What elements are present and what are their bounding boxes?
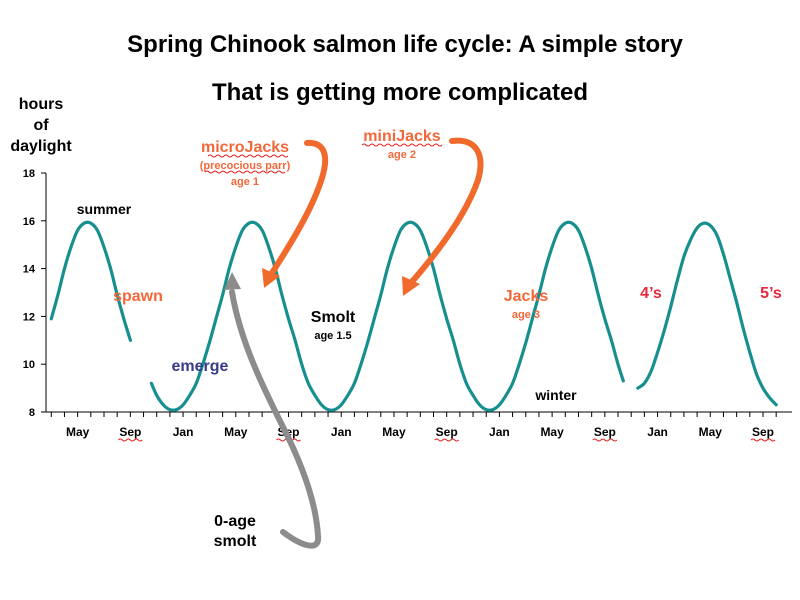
annotation-winter: winter (534, 387, 577, 403)
y-tick-label-1: 10 (23, 359, 35, 371)
y-axis-label-line-1: hours (19, 96, 64, 113)
x-tick-label-9: May (540, 425, 564, 439)
underline-minijacks (361, 143, 443, 147)
series-layer (49, 220, 778, 412)
annotation-fives: 5’s (760, 285, 782, 302)
y-tick-label-5: 18 (23, 168, 35, 180)
arrow-zero-age-head (224, 272, 241, 290)
x-tick-label-0: May (66, 425, 90, 439)
arrow-microjacks-shaft (267, 139, 329, 279)
arrow-layer (224, 137, 484, 549)
x-tick-label-5: Jan (331, 425, 352, 439)
series-0-segment-2 (636, 221, 778, 407)
x-tick-underline-10 (592, 438, 618, 442)
annotation-smolt: Smolt (311, 309, 356, 326)
annotation-precocious-parr: (precocious parr) (200, 160, 291, 172)
axes: 8 10 12 14 16 18 May Sep Jan May Sep Jan May Sep Jan Ma… (23, 168, 792, 442)
spell-underlines (204, 143, 443, 174)
annotation-zero-age-smolt: smolt (214, 533, 257, 550)
y-tick-label-3: 14 (23, 264, 36, 276)
chart-subtitle: That is getting more complicated (212, 79, 588, 106)
annotation-jacks: Jacks (504, 288, 549, 305)
annotation-minijacks: miniJacks (363, 128, 440, 145)
underline-precocious (204, 170, 286, 174)
y-axis-label-line-3: daylight (10, 138, 72, 155)
chart-title: Spring Chinook salmon life cycle: A simp… (127, 31, 683, 58)
arrow-minijacks-head (402, 276, 420, 296)
annotation-layer: summer spawn emerge microJacks (precocio… (77, 128, 782, 550)
x-tick-underline-1 (117, 438, 143, 442)
x-tick-label-1: Sep (119, 425, 141, 439)
y-tick-label-2: 12 (23, 311, 35, 323)
arrow-zero-age-shaft (229, 289, 322, 549)
annotation-summer: summer (77, 201, 132, 217)
annotation-age-1-5: age 1.5 (314, 330, 351, 342)
annotation-age-1: age 1 (231, 176, 259, 188)
y-tick-label-4: 16 (23, 216, 35, 228)
x-tick-label-3: May (224, 425, 248, 439)
x-tick-label-6: May (382, 425, 406, 439)
annotation-microjacks: microJacks (201, 139, 289, 156)
x-tick-label-11: Jan (647, 425, 668, 439)
y-tick-label-0: 8 (29, 407, 35, 419)
x-tick-underline-13 (750, 438, 776, 442)
x-tick-label-10: Sep (594, 425, 616, 439)
annotation-zero-age: 0-age (214, 513, 256, 530)
annotation-spawn: spawn (113, 288, 163, 305)
arrow-minijacks-shaft (407, 137, 484, 287)
x-tick-label-2: Jan (173, 425, 194, 439)
underline-microjacks (207, 154, 289, 158)
series-0-segment-1 (149, 220, 625, 412)
arrow-microjacks-head (262, 268, 280, 288)
x-tick-label-12: May (699, 425, 723, 439)
annotation-emerge: emerge (172, 358, 229, 375)
annotation-fours: 4’s (640, 285, 662, 302)
annotation-age-2: age 2 (388, 149, 416, 161)
x-tick-label-8: Jan (489, 425, 510, 439)
x-tick-label-7: Sep (436, 425, 458, 439)
x-tick-label-13: Sep (752, 425, 774, 439)
annotation-age-3: age 3 (512, 309, 540, 321)
y-axis-label-line-2: of (33, 117, 49, 134)
series-0-segment-0 (49, 220, 132, 342)
x-tick-underline-7 (434, 438, 460, 442)
